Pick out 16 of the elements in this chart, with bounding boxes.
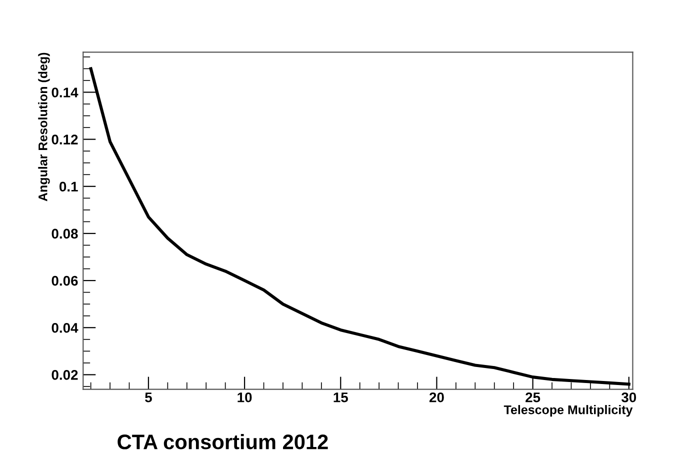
y-tick-label: 0.06: [52, 276, 78, 286]
x-tick-label: 25: [526, 392, 540, 402]
y-axis-title: Angular Resolution (deg): [38, 52, 50, 202]
y-tick-label: 0.12: [52, 134, 78, 144]
x-axis-title: Telescope Multiplicity: [504, 405, 633, 417]
y-tick-label: 0.1: [60, 182, 78, 192]
y-tick-label: 0.14: [52, 88, 78, 98]
x-tick-label: 5: [145, 392, 152, 402]
x-tick-label: 20: [429, 392, 444, 402]
y-tick-label: 0.02: [52, 370, 78, 380]
y-tick-label: 0.08: [52, 228, 78, 239]
text: CTA consortium 2012: [118, 434, 328, 450]
x-tick-label: 15: [334, 392, 348, 402]
x-tick-label: 10: [238, 392, 252, 402]
y-tick-label: 0.04: [52, 322, 78, 333]
x-tick-label: 30: [621, 392, 636, 402]
